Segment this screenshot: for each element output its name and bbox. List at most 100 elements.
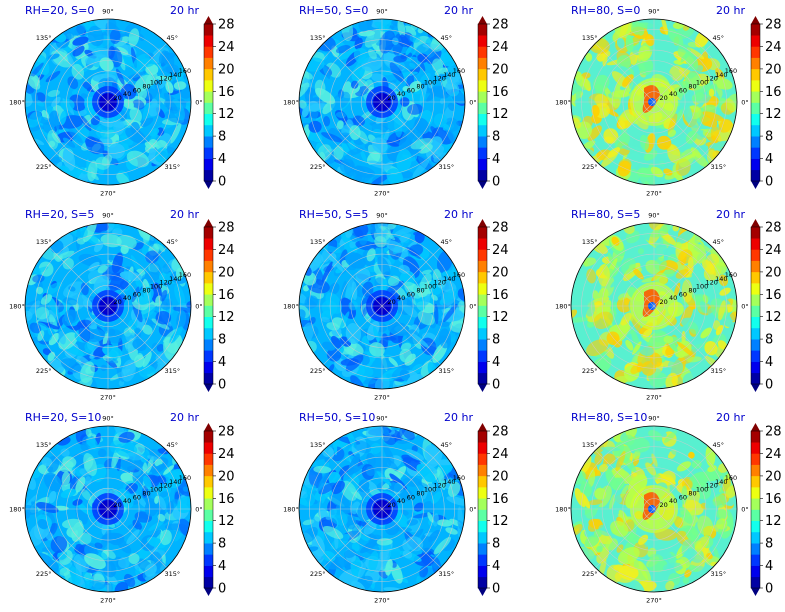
contour-blob (639, 346, 654, 356)
colorbar-tick-label: 12 (492, 107, 509, 122)
time-label: 20 hr (444, 411, 473, 424)
colorbar-tick-label: 24 (765, 243, 782, 258)
polar-panel: 0°45°90°135°180°225°270°315°20 40 60 80 1001… (555, 411, 749, 605)
contour-blob (691, 340, 706, 353)
contour-blob (687, 256, 694, 275)
contour-blob (97, 448, 107, 458)
contour-blob (654, 257, 667, 271)
time-label: 20 hr (170, 208, 199, 221)
contour-blob (70, 567, 82, 585)
contour-blob (446, 496, 465, 506)
contour-blob (400, 342, 412, 351)
colorbar-segment (478, 350, 487, 362)
contour-blob (109, 440, 122, 453)
contour-blob (701, 115, 713, 127)
radial-tick-label: 80 (688, 287, 696, 295)
contour-blob (104, 549, 116, 559)
angular-gridline (595, 43, 655, 103)
contour-blob (673, 171, 684, 182)
radial-tick-label: 20 (387, 501, 395, 509)
colorbar-tick-label: 28 (765, 425, 782, 440)
contour-blob (303, 285, 310, 292)
contour-blob (345, 354, 364, 372)
angle-tick-label: 0° (195, 303, 202, 311)
colorbar-tick-label: 12 (218, 107, 235, 122)
contour-blob (390, 562, 403, 584)
contour-blob (710, 125, 720, 141)
colorbar-segment (751, 124, 760, 137)
contour-blob (683, 549, 698, 559)
contour-blob (54, 114, 60, 131)
colorbar-segment (751, 316, 760, 329)
contour-blob (676, 229, 695, 244)
contour-blob (402, 477, 422, 487)
contour-blob (718, 119, 733, 133)
contour-blob (350, 80, 359, 89)
colorbar-segment (751, 57, 760, 70)
panel-title: RH=50, S=10 (299, 411, 375, 424)
colorbar-segment (751, 520, 760, 533)
contour-blob (134, 492, 147, 508)
contour-blob (351, 525, 359, 536)
contour-blob (700, 327, 712, 339)
radial-tick-label: 160 (725, 67, 737, 75)
contour-blob (58, 331, 66, 345)
contour-blob (68, 286, 76, 292)
angle-tick-label: 135° (582, 34, 598, 42)
colorbar-tick-label: 20 (218, 265, 235, 280)
colorbar-segment (204, 46, 213, 58)
contour-blob (142, 324, 153, 335)
angle-tick-label: 45° (441, 238, 453, 246)
contour-blob (145, 250, 159, 264)
colorbar-tick-label: 0 (765, 378, 773, 393)
angle-tick-label: 270° (100, 190, 116, 198)
contour-blob (156, 344, 165, 352)
contour-blob (144, 563, 157, 577)
contour-blob (404, 353, 416, 366)
colorbar-segment (478, 498, 487, 510)
contour-blob (627, 436, 650, 453)
colorbar-segment (478, 124, 487, 137)
colorbar-segment (204, 158, 213, 171)
colorbar-tick-label: 8 (218, 333, 226, 348)
contour-blob (667, 129, 677, 137)
angle-tick-label: 135° (582, 441, 598, 449)
contour-blob (102, 331, 109, 348)
radial-tick-label: 120 (433, 75, 445, 83)
contour-blob (417, 310, 435, 326)
colorbar-segment (751, 46, 760, 58)
angle-tick-label: 315° (710, 163, 726, 171)
colorbar-tick-label: 8 (765, 130, 773, 145)
contour-blob (661, 470, 676, 486)
contour-blob (683, 105, 693, 123)
colorbar-segment (751, 464, 760, 477)
contour-blob (615, 451, 626, 472)
contour-blob (649, 372, 668, 388)
contour-blob (726, 93, 737, 111)
contour-blob (621, 145, 642, 152)
radial-tick-label: 60 (133, 290, 141, 298)
colorbar-segment (478, 475, 487, 488)
contour-blob (389, 62, 405, 83)
contour-blob (633, 450, 641, 460)
contour-blob (377, 256, 391, 277)
contour-blob (125, 127, 147, 144)
contour-blob (112, 252, 123, 274)
contour-blob (351, 542, 360, 552)
contour-blob (586, 268, 597, 284)
contour-blob (625, 34, 634, 53)
colorbar-segment (478, 442, 487, 454)
radial-tick-label: 80 (142, 83, 150, 91)
contour-blob (611, 236, 620, 246)
colorbar-segment (751, 498, 760, 510)
angular-gridline (107, 305, 167, 365)
contour-blob (406, 536, 424, 552)
contour-blob (688, 233, 696, 252)
colorbar-segment (751, 113, 760, 126)
contour-blob (126, 529, 140, 545)
colorbar-tick-label: 16 (218, 492, 235, 507)
radial-tick-label: 120 (705, 279, 717, 287)
contour-blob (632, 267, 644, 280)
colorbar-extend-max (204, 219, 213, 227)
colorbar-segment (478, 113, 487, 126)
